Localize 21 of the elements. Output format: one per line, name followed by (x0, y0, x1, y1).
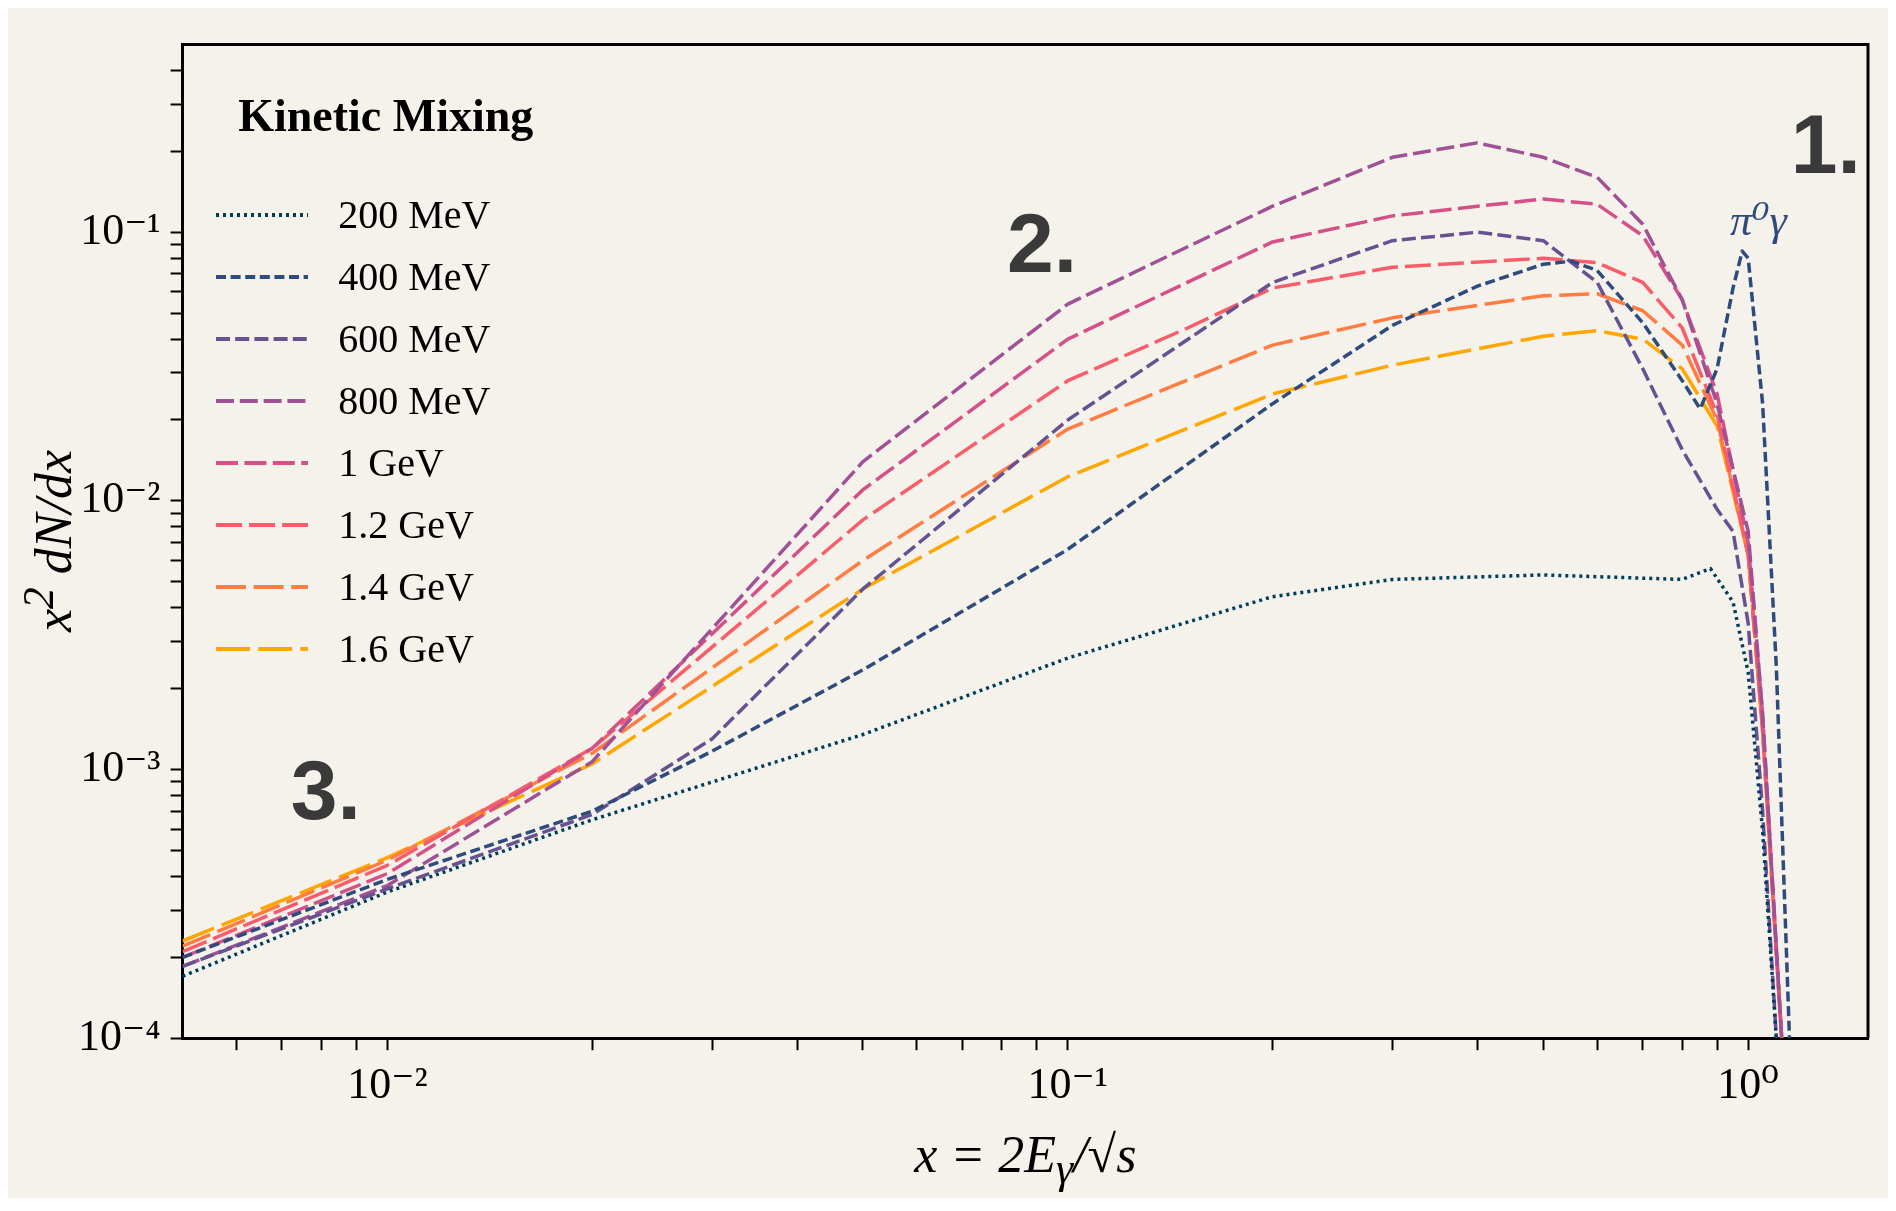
annotation: 2. (1007, 194, 1078, 292)
annotation: 1. (1790, 95, 1861, 193)
legend-label: 1.2 GeV (338, 501, 474, 549)
legend-label: 200 MeV (338, 191, 491, 239)
legend-label: 400 MeV (338, 253, 491, 301)
annotation: π⁰γ (1729, 195, 1787, 247)
annotation: Kinetic Mixing (238, 89, 534, 143)
y-tick-label: 10⁻³ (80, 742, 161, 792)
legend-label: 1 GeV (338, 439, 444, 487)
x-tick-label: 10⁻² (347, 1059, 428, 1109)
x-tick-label: 10⁰ (1717, 1059, 1780, 1109)
legend-label: 1.4 GeV (338, 563, 474, 611)
y-tick-label: 10⁻⁴ (77, 1010, 161, 1060)
x-axis-title: x = 2E$_{γ}$/√s (914, 1125, 1137, 1194)
y-tick-label: 10⁻¹ (80, 204, 161, 254)
legend-label: 800 MeV (338, 377, 491, 425)
x-tick-label: 10⁻¹ (1027, 1059, 1108, 1109)
annotation: 3. (290, 741, 361, 839)
y-tick-label: 10⁻² (80, 473, 161, 523)
legend-label: 600 MeV (338, 315, 491, 363)
legend-label: 1.6 GeV (338, 625, 474, 673)
